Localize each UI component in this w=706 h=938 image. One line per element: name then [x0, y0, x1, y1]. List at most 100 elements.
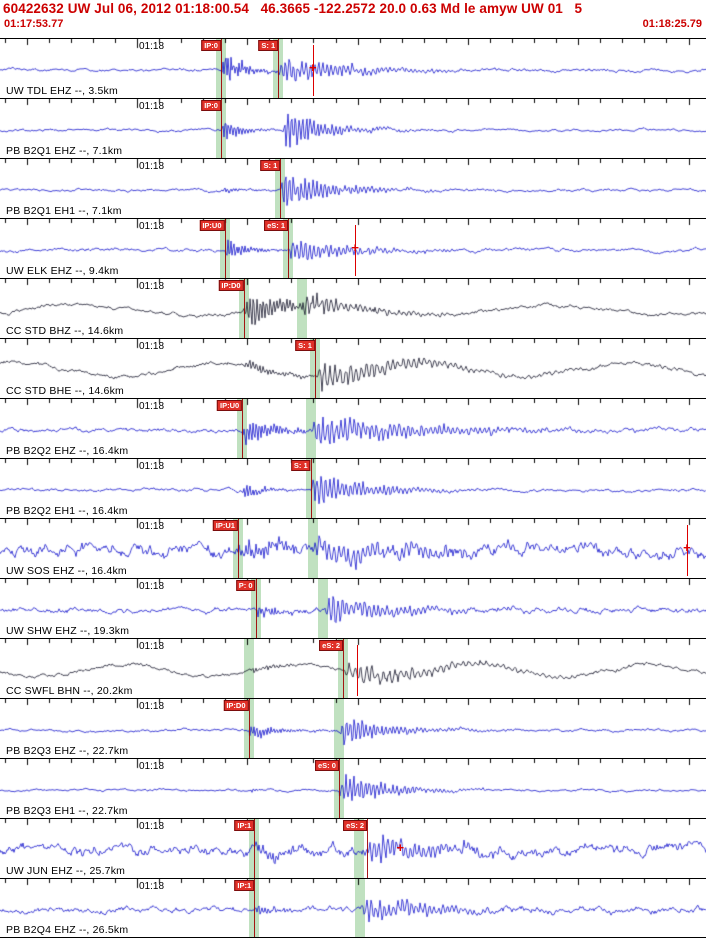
station-channel-label: PB B2Q2 EHZ --, 16.4km [6, 445, 129, 457]
pick-time-line [288, 219, 290, 278]
minute-tick-label: 01:18 [139, 401, 165, 412]
pick-flag[interactable]: eS: 2 [343, 820, 368, 831]
minute-tick-label: 01:18 [139, 161, 165, 172]
window-end-time: 01:18:25.79 [642, 18, 702, 30]
amplitude-cross-marker[interactable]: + [351, 239, 359, 255]
pick-flag[interactable]: IP:1 [234, 880, 255, 891]
station-channel-label: UW ELK EHZ --, 9.4km [6, 265, 119, 277]
amplitude-cross-marker[interactable]: + [308, 59, 317, 75]
pick-flag[interactable]: S: 1 [260, 160, 281, 171]
waveform-canvas[interactable] [0, 759, 706, 818]
minute-tick-label: 01:18 [139, 701, 165, 712]
trace-panel: IP:1 eS: 2 +01:18 UW JUN EHZ --, 25.7km [0, 818, 706, 878]
pick-flag[interactable]: eS: 0 [314, 760, 339, 771]
waveform-canvas[interactable] [0, 399, 706, 458]
minute-tick-label: 01:18 [139, 641, 165, 652]
trace-panel: P: 0 01:18 UW SHW EHZ --, 19.3km [0, 578, 706, 638]
pick-flag[interactable]: IP:0 [201, 100, 221, 111]
time-window-row: 01:17:53.77 01:18:25.79 [3, 18, 703, 30]
trace-panel: IP:U0 01:18 PB B2Q2 EHZ --, 16.4km [0, 398, 706, 458]
waveform-canvas[interactable] [0, 879, 706, 937]
amplitude-marker-line [312, 45, 314, 96]
pick-time-line [338, 759, 340, 818]
waveform-canvas[interactable] [0, 219, 706, 278]
station-channel-label: PB B2Q4 EHZ --, 26.5km [6, 924, 129, 936]
pick-time-line [255, 579, 257, 638]
station-channel-label: PB B2Q3 EHZ --, 22.7km [6, 745, 129, 757]
pick-time-line [242, 399, 244, 458]
pick-time-line [224, 219, 226, 278]
window-start-time: 01:17:53.77 [4, 18, 64, 30]
minute-tick-label: 01:18 [139, 881, 165, 892]
station-channel-label: UW JUN EHZ --, 25.7km [6, 865, 126, 877]
station-channel-label: UW SOS EHZ --, 16.4km [6, 565, 127, 577]
minute-tick-label: 01:18 [139, 461, 165, 472]
pick-flag[interactable]: eS: 1 [264, 220, 289, 231]
station-channel-label: PB B2Q3 EH1 --, 22.7km [6, 805, 128, 817]
minute-tick-label: 01:18 [139, 521, 165, 532]
trace-panel: S: 1 01:18 CC STD BHE --, 14.6km [0, 338, 706, 398]
waveform-canvas[interactable] [0, 159, 706, 218]
pick-flag[interactable]: S: 1 [258, 40, 279, 51]
trace-panel: eS: 0 01:18 PB B2Q3 EH1 --, 22.7km [0, 758, 706, 818]
station-channel-label: CC SWFL BHN --, 20.2km [6, 685, 133, 697]
pick-flag[interactable]: IP:U0 [199, 220, 225, 231]
amplitude-marker-line [356, 645, 358, 696]
minute-tick-label: 01:18 [139, 41, 165, 52]
pick-flag[interactable]: eS: 2 [319, 640, 344, 651]
pick-flag[interactable]: IP:1 [234, 820, 255, 831]
station-channel-label: UW SHW EHZ --, 19.3km [6, 625, 130, 637]
amplitude-marker-line [355, 225, 357, 276]
pick-time-line [367, 819, 369, 878]
waveform-canvas[interactable] [0, 579, 706, 638]
pick-time-line [310, 459, 312, 518]
pick-time-line [254, 819, 256, 878]
waveform-canvas[interactable] [0, 39, 706, 98]
pick-time-line [278, 39, 280, 98]
trace-panel: IP:U0 eS: 1 +01:18 UW ELK EHZ --, 9.4km [0, 218, 706, 278]
station-channel-label: PB B2Q1 EH1 --, 7.1km [6, 205, 122, 217]
pick-time-line [343, 639, 345, 698]
waveform-canvas[interactable] [0, 459, 706, 518]
minute-tick-label: 01:18 [139, 221, 165, 232]
trace-panel: IP:U1 +01:18 UW SOS EHZ --, 16.4km [0, 518, 706, 578]
pick-time-line [248, 699, 250, 758]
pick-flag[interactable]: S: 1 [290, 460, 311, 471]
waveform-canvas[interactable] [0, 339, 706, 398]
pick-flag[interactable]: IP:D0 [223, 700, 249, 711]
waveform-canvas[interactable] [0, 519, 706, 578]
pick-flag[interactable]: IP:U1 [212, 520, 238, 531]
pick-flag[interactable]: IP:0 [201, 40, 221, 51]
trace-panel: S: 1 01:18 PB B2Q1 EH1 --, 7.1km [0, 158, 706, 218]
trace-panel: IP:D0 01:18 CC STD BHZ --, 14.6km [0, 278, 706, 338]
trace-panel: eS: 2 01:18 CC SWFL BHN --, 20.2km [0, 638, 706, 698]
waveform-canvas[interactable] [0, 279, 706, 338]
pick-flag[interactable]: P: 0 [235, 580, 256, 591]
station-channel-label: UW TDL EHZ --, 3.5km [6, 85, 118, 97]
waveform-canvas[interactable] [0, 639, 706, 698]
station-channel-label: CC STD BHE --, 14.6km [6, 385, 124, 397]
amplitude-cross-marker[interactable]: + [396, 839, 405, 855]
pick-flag[interactable]: IP:U0 [216, 400, 243, 411]
event-summary-line: 60422632 UW Jul 06, 2012 01:18:00.54 46.… [3, 1, 583, 16]
trace-panel: IP:1 01:18 PB B2Q4 EHZ --, 26.5km [0, 878, 706, 938]
trace-panel: IP:0 01:18 PB B2Q1 EHZ --, 7.1km [0, 98, 706, 158]
pick-time-line [220, 39, 222, 98]
amplitude-cross-marker[interactable]: + [683, 539, 691, 555]
station-channel-label: PB B2Q2 EH1 --, 16.4km [6, 505, 128, 517]
station-channel-label: CC STD BHZ --, 14.6km [6, 325, 124, 337]
pick-time-line [314, 339, 316, 398]
pick-flag[interactable]: S: 1 [295, 340, 315, 351]
waveform-canvas[interactable] [0, 99, 706, 158]
station-channel-label: PB B2Q1 EHZ --, 7.1km [6, 145, 123, 157]
minute-tick-label: 01:18 [139, 281, 165, 292]
pick-time-line [243, 279, 245, 338]
pick-flag[interactable]: IP:D0 [218, 280, 244, 291]
waveform-canvas[interactable] [0, 699, 706, 758]
minute-tick-label: 01:18 [139, 341, 165, 352]
minute-tick-label: 01:18 [139, 761, 165, 772]
trace-panel: S: 1 01:18 PB B2Q2 EH1 --, 16.4km [0, 458, 706, 518]
trace-panel: IP:0 S: 1 +01:18 UW TDL EHZ --, 3.5km [0, 38, 706, 98]
minute-tick-label: 01:18 [139, 581, 165, 592]
